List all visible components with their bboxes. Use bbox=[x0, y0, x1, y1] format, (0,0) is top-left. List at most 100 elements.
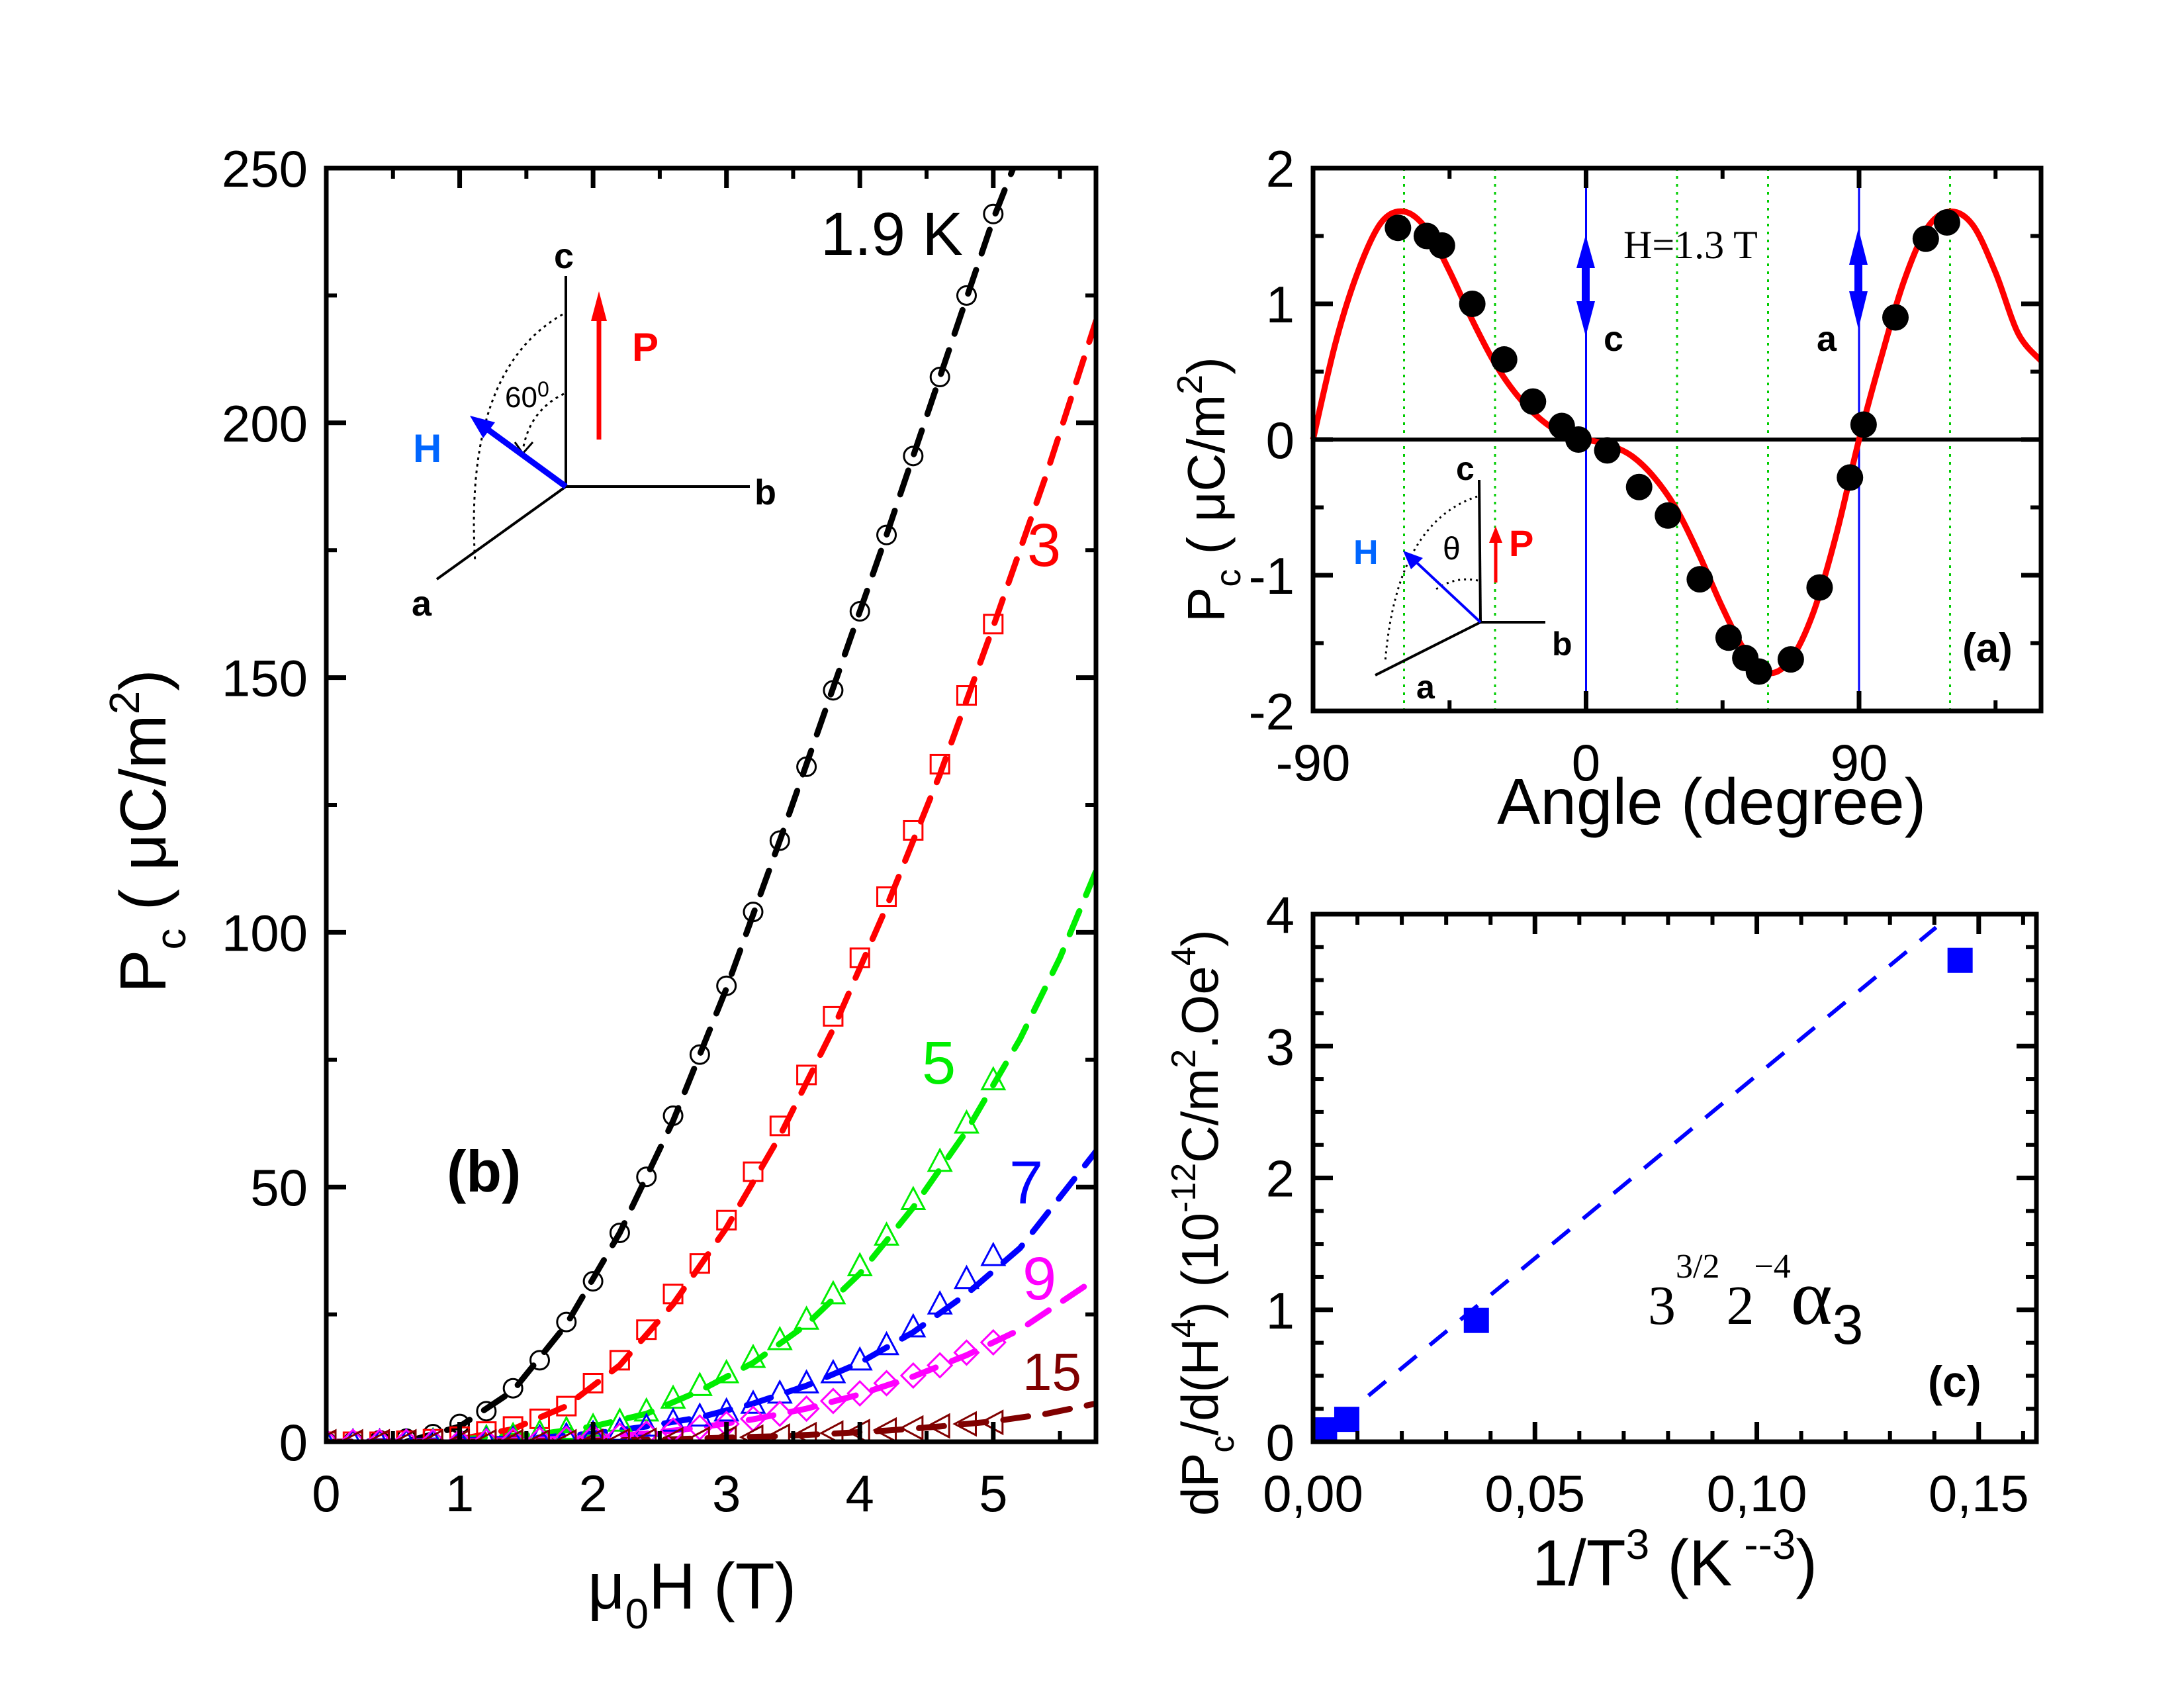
data-point-circle bbox=[609, 1222, 630, 1243]
fit-line-7 bbox=[326, 1148, 1096, 1442]
panel-b-inset: c b a H P 600 bbox=[412, 236, 776, 624]
data-point-triangle bbox=[766, 1325, 793, 1350]
data-point-circle bbox=[716, 975, 737, 996]
data-point-triangle-left bbox=[766, 1423, 790, 1442]
data-point-square bbox=[369, 1431, 390, 1442]
data-point bbox=[1655, 502, 1682, 529]
data-point-circle bbox=[662, 1105, 684, 1126]
data-point-square bbox=[609, 1350, 630, 1371]
formula-exp2: −4 bbox=[1754, 1248, 1790, 1286]
y-tick-label: 4 bbox=[1266, 886, 1295, 944]
y-tick-label: 1 bbox=[1266, 1282, 1295, 1340]
data-point bbox=[1459, 291, 1486, 317]
data-point-diamond bbox=[553, 1425, 580, 1442]
data-point bbox=[1463, 1307, 1489, 1333]
annotation-H: H=1.3 T bbox=[1623, 223, 1758, 267]
data-point-diamond bbox=[366, 1428, 393, 1442]
xlabel-mu: μ bbox=[588, 1550, 625, 1622]
x-tick-label: 0,00 bbox=[1263, 1464, 1363, 1523]
data-point bbox=[1312, 1417, 1338, 1443]
data-point-circle bbox=[502, 1378, 523, 1399]
data-point-circle bbox=[983, 203, 1004, 224]
data-point-triangle bbox=[874, 1331, 900, 1356]
data-point-triangle bbox=[633, 1412, 660, 1437]
data-point-triangle bbox=[686, 1372, 713, 1396]
annotation-c: c bbox=[1604, 319, 1623, 359]
data-point-diamond bbox=[846, 1380, 874, 1407]
data-point-triangle-left bbox=[739, 1424, 764, 1442]
data-point-triangle-left bbox=[392, 1429, 417, 1442]
data-point-square bbox=[796, 1064, 817, 1086]
data-point bbox=[1334, 1407, 1359, 1432]
data-point-triangle-left bbox=[339, 1429, 363, 1442]
x-tick-label: 4 bbox=[846, 1464, 874, 1523]
data-point-diamond bbox=[899, 1362, 927, 1389]
inset-H-arrow bbox=[478, 421, 568, 489]
panel-a-label: (a) bbox=[1962, 626, 2013, 671]
panel-a-xlabel: Angle (degree) bbox=[1497, 765, 1926, 838]
ylabel-sub: c bbox=[147, 929, 195, 950]
data-point-circle bbox=[582, 1271, 604, 1292]
c-ylabel-sub: c bbox=[1203, 1436, 1242, 1453]
inset-a-P-arrowhead bbox=[1489, 526, 1502, 543]
fit-line-3 bbox=[457, 318, 1096, 1442]
data-point bbox=[1520, 388, 1547, 415]
c-xlabel-unit-sup: --3 bbox=[1732, 1521, 1796, 1568]
inset-a-a-label: a bbox=[1416, 669, 1435, 706]
inset-a-b-label: b bbox=[1552, 626, 1572, 663]
data-point-square bbox=[342, 1431, 363, 1442]
label-5K: 5 bbox=[922, 1029, 956, 1097]
data-point-square bbox=[636, 1319, 657, 1340]
data-point-triangle-left bbox=[952, 1411, 977, 1437]
data-point bbox=[1490, 346, 1518, 373]
data-point-triangle bbox=[660, 1407, 686, 1432]
data-point-triangle bbox=[900, 1186, 927, 1210]
y-tick-label: 0 bbox=[279, 1413, 308, 1472]
data-point-triangle bbox=[713, 1397, 740, 1422]
x-tick-label: 90 bbox=[1831, 733, 1888, 792]
data-point-circle bbox=[743, 902, 764, 923]
data-point-square bbox=[823, 1006, 844, 1027]
data-point bbox=[1912, 225, 1939, 252]
data-point-triangle bbox=[686, 1402, 713, 1427]
data-point bbox=[1428, 232, 1455, 259]
c-ylabel-mid3: C/m bbox=[1171, 1068, 1229, 1163]
x-tick-label: 1 bbox=[445, 1464, 474, 1523]
label-15K: 15 bbox=[1023, 1342, 1081, 1401]
a-arrow-down-head bbox=[1849, 291, 1868, 329]
panel-a-inset: c b a H P θ bbox=[1353, 450, 1572, 706]
data-point-diamond bbox=[979, 1329, 1007, 1356]
inset-H-label: H bbox=[413, 426, 441, 471]
data-point-triangle bbox=[794, 1369, 820, 1393]
data-point-diamond bbox=[953, 1339, 980, 1366]
c-arrow-up-head bbox=[1576, 235, 1595, 268]
data-point bbox=[1777, 646, 1804, 673]
data-point bbox=[1385, 214, 1412, 242]
formula-alpha: α bbox=[1791, 1253, 1833, 1341]
inset-a-H-arrowhead bbox=[1403, 551, 1423, 569]
data-point-circle bbox=[903, 445, 924, 467]
panel-b-data-points bbox=[326, 203, 1007, 1442]
data-point-triangle bbox=[900, 1313, 927, 1338]
data-point-triangle bbox=[953, 1264, 979, 1289]
y-tick-label: 50 bbox=[250, 1158, 308, 1217]
panel-a-data-points bbox=[1385, 209, 1960, 685]
data-point-diamond bbox=[766, 1400, 794, 1427]
inset-angle-degree: 0 bbox=[537, 377, 549, 401]
data-point-diamond bbox=[873, 1370, 900, 1397]
c-ylabel-sup: 4 bbox=[1165, 1319, 1203, 1338]
y-tick-label: 200 bbox=[222, 395, 308, 453]
data-point-square bbox=[556, 1395, 577, 1417]
data-point-triangle bbox=[846, 1252, 873, 1276]
data-point-triangle bbox=[846, 1346, 873, 1371]
data-point bbox=[1837, 464, 1864, 491]
inset-a-H-arrow bbox=[1408, 555, 1482, 624]
x-tick-label: 0 bbox=[1572, 733, 1600, 792]
data-point-triangle-left bbox=[872, 1417, 897, 1442]
data-point-diamond bbox=[606, 1422, 633, 1442]
formula-exp1: 3/2 bbox=[1676, 1248, 1719, 1286]
data-point-circle bbox=[636, 1166, 657, 1188]
inset-P-label: P bbox=[632, 325, 659, 369]
data-point-triangle-left bbox=[925, 1413, 950, 1439]
